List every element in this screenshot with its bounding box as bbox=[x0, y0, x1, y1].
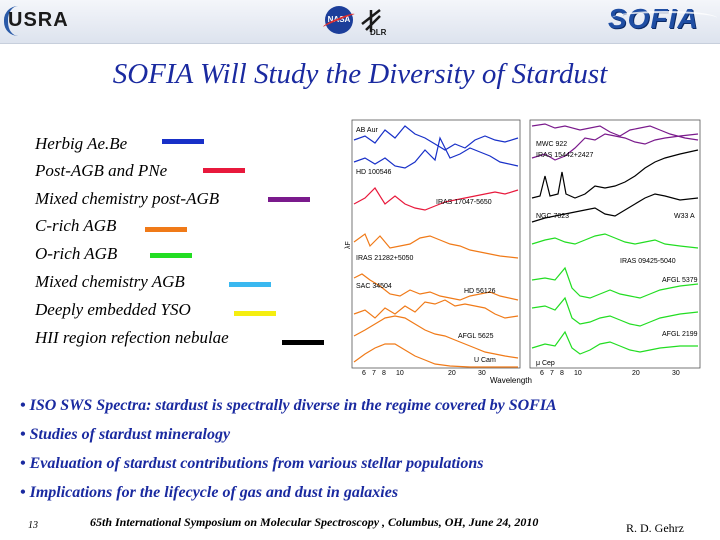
right-tick: 30 bbox=[672, 370, 680, 377]
page-number: 13 bbox=[28, 520, 38, 531]
legend-swatch-o-rich-agb bbox=[150, 253, 192, 258]
legend-swatch-c-rich-agb bbox=[145, 227, 187, 232]
spectrum-ab-aur bbox=[353, 125, 519, 151]
footer-author: R. D. Gehrz bbox=[626, 521, 684, 535]
left-tick: 20 bbox=[448, 370, 456, 377]
object-label: AFGL 5379 bbox=[662, 277, 698, 284]
header-band: USRA NASA DLR SOFIA bbox=[0, 0, 720, 44]
object-label: AFGL 5625 bbox=[458, 333, 494, 340]
object-label: W33 A bbox=[674, 213, 695, 220]
bullet-item: • Evaluation of stardust contributions f… bbox=[20, 455, 484, 472]
object-label: IRAS 21282+5050 bbox=[356, 255, 414, 262]
bullet-item: • Studies of stardust mineralogy bbox=[20, 426, 231, 443]
object-label: AB Aur bbox=[356, 127, 378, 134]
object-label: HD 56126 bbox=[464, 288, 496, 295]
right-tick: 6 bbox=[540, 370, 544, 377]
bullet-item: • ISO SWS Spectra: stardust is spectrall… bbox=[20, 397, 557, 414]
object-label: MWC 922 bbox=[536, 141, 567, 148]
spectrum-afgl-5379 bbox=[531, 266, 699, 299]
object-label: U Cam bbox=[474, 357, 496, 364]
spectrum-iras-17047 bbox=[353, 187, 519, 211]
spectrum-afgl-5625 bbox=[353, 315, 519, 359]
legend-swatch-yso bbox=[234, 311, 276, 316]
legend-label-o-rich-agb: O-rich AGB bbox=[35, 244, 118, 263]
right-tick: 8 bbox=[560, 370, 564, 377]
spectrum-iras-09425 bbox=[531, 233, 699, 249]
spectrum-iras-15442 bbox=[531, 133, 699, 161]
footer-conference: 65th International Symposium on Molecula… bbox=[90, 515, 539, 529]
spectrum-iras-21282 bbox=[353, 233, 519, 259]
legend-swatch-mixed-post-agb bbox=[268, 197, 310, 202]
sofia-swoosh-icon bbox=[612, 11, 717, 25]
spectrum-sac-34504 bbox=[353, 273, 519, 301]
right-tick: 7 bbox=[550, 370, 554, 377]
legend-swatch-hii-region bbox=[282, 340, 324, 345]
object-label: NGC 7023 bbox=[536, 213, 569, 220]
spectrum-ngc-7023 bbox=[531, 149, 699, 199]
left-panel-frame bbox=[351, 119, 521, 369]
y-axis-label: λF bbox=[345, 241, 352, 249]
bullet-item: • Implications for the lifecycle of gas … bbox=[20, 484, 399, 501]
legend-label-herbig: Herbig Ae.Be bbox=[35, 134, 128, 153]
legend-label-yso: Deeply embedded YSO bbox=[35, 300, 191, 319]
nasa-logo: NASA bbox=[322, 6, 356, 34]
right-panel-frame bbox=[529, 119, 701, 369]
spectrum-hd-100546 bbox=[353, 136, 519, 169]
legend-label-c-rich-agb: C-rich AGB bbox=[35, 216, 117, 235]
object-label: AFGL 2199 bbox=[662, 331, 698, 338]
legend-label-post-agb: Post-AGB and PNe bbox=[35, 161, 168, 180]
slide-title: SOFIA Will Study the Diversity of Stardu… bbox=[112, 58, 608, 90]
object-label: μ Cep bbox=[536, 360, 555, 367]
legend-label-mixed-agb: Mixed chemistry AGB bbox=[35, 272, 185, 291]
spectrum-w33a bbox=[531, 193, 699, 223]
dlr-logo: DLR bbox=[370, 28, 387, 37]
left-tick: 6 bbox=[362, 370, 366, 377]
right-tick: 10 bbox=[574, 370, 582, 377]
left-tick: 7 bbox=[372, 370, 376, 377]
legend-swatch-herbig bbox=[162, 139, 204, 144]
legend-label-hii-region: HII region refection nebulae bbox=[35, 328, 229, 347]
x-axis-label: Wavelength bbox=[490, 376, 532, 385]
spectrum-afgl-2199 bbox=[531, 296, 699, 327]
object-label: IRAS 15442+2427 bbox=[536, 152, 594, 159]
spectrum-mwc-922 bbox=[531, 123, 699, 141]
object-label: IRAS 09425-5040 bbox=[620, 258, 676, 265]
spectrum-u-cam bbox=[353, 343, 518, 368]
legend-label-mixed-post-agb: Mixed chemistry post-AGB bbox=[35, 189, 220, 208]
usra-logo: USRA bbox=[8, 9, 69, 31]
left-tick: 30 bbox=[478, 370, 486, 377]
object-label: SAC 34504 bbox=[356, 283, 392, 290]
left-tick: 10 bbox=[396, 370, 404, 377]
left-tick: 8 bbox=[382, 370, 386, 377]
spectrum-mu-cep bbox=[531, 330, 698, 355]
legend-swatch-post-agb bbox=[203, 168, 245, 173]
object-label: IRAS 17047-5650 bbox=[436, 199, 492, 206]
dlr-logo-icon bbox=[361, 9, 381, 32]
spectrum-hd-56126 bbox=[353, 299, 519, 319]
spectra-figure: λF Wavelength 6 7 8 10 20 30 6 7 8 10 20… bbox=[345, 119, 701, 385]
object-label: HD 100546 bbox=[356, 169, 392, 176]
nasa-logo-text: NASA bbox=[327, 15, 351, 24]
usra-swoosh-icon bbox=[4, 6, 18, 36]
right-tick: 20 bbox=[632, 370, 640, 377]
legend-swatch-mixed-agb bbox=[229, 282, 271, 287]
